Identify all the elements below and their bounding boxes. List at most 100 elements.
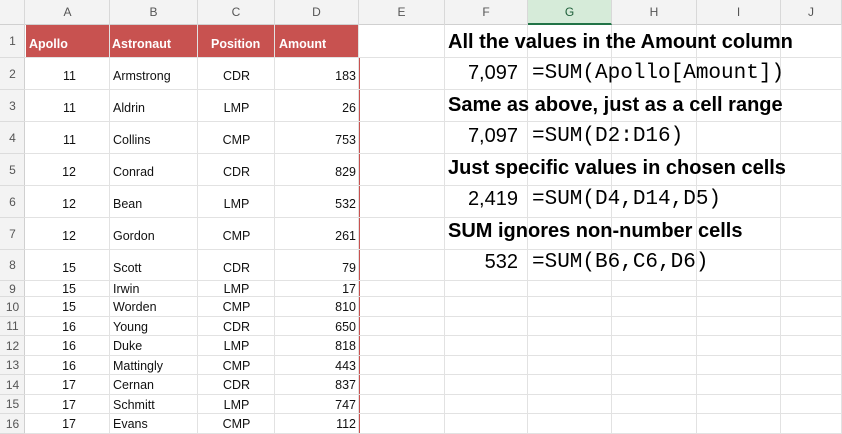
table-cell-amount[interactable]: 532 bbox=[335, 197, 356, 211]
table-cell-astronaut[interactable]: Worden bbox=[113, 300, 157, 314]
table-cell-position[interactable]: LMP bbox=[223, 339, 250, 353]
row-header-12[interactable]: 12 bbox=[0, 336, 25, 356]
table-cell-apollo[interactable]: 11 bbox=[63, 133, 76, 147]
table-cell-amount[interactable]: 829 bbox=[335, 165, 356, 179]
table-cell-apollo[interactable]: 16 bbox=[62, 319, 76, 334]
row-header-5[interactable]: 5 bbox=[0, 154, 25, 186]
table-cell-position[interactable]: LMP bbox=[223, 101, 250, 115]
table-cell-apollo[interactable]: 15 bbox=[62, 282, 76, 296]
table-cell-apollo[interactable]: 12 bbox=[62, 165, 76, 179]
table-cell-astronaut[interactable]: Aldrin bbox=[113, 101, 145, 115]
table-cell-amount[interactable]: 837 bbox=[335, 378, 356, 392]
table-cell-position[interactable]: CMP bbox=[222, 229, 251, 243]
table-cell-astronaut[interactable]: Collins bbox=[113, 133, 151, 147]
table-cell-apollo[interactable]: 16 bbox=[62, 358, 76, 373]
table-cell-position[interactable]: CDR bbox=[222, 319, 251, 334]
row-header-13[interactable]: 13 bbox=[0, 356, 25, 375]
table-header-position[interactable]: Position bbox=[211, 37, 261, 51]
table-cell-astronaut[interactable]: Scott bbox=[113, 260, 142, 275]
table-cell-position[interactable]: LMP bbox=[223, 397, 250, 412]
row-header-2[interactable]: 2 bbox=[0, 58, 25, 90]
row-header-8[interactable]: 8 bbox=[0, 250, 25, 281]
row-header-4[interactable]: 4 bbox=[0, 122, 25, 154]
grid-column-line bbox=[274, 25, 275, 434]
table-cell-amount[interactable]: 650 bbox=[335, 319, 356, 334]
table-cell-amount[interactable]: 112 bbox=[336, 417, 356, 431]
table-cell-amount[interactable]: 818 bbox=[335, 339, 356, 353]
note-result-value[interactable]: 532 bbox=[484, 251, 518, 273]
note-formula-text[interactable]: =SUM(D2:D16) bbox=[532, 125, 684, 148]
table-cell-position[interactable]: CDR bbox=[222, 165, 251, 179]
table-cell-amount[interactable]: 26 bbox=[342, 101, 356, 115]
table-cell-amount[interactable]: 183 bbox=[335, 69, 356, 83]
row-header-14[interactable]: 14 bbox=[0, 375, 25, 395]
row-header-9[interactable]: 9 bbox=[0, 281, 25, 297]
table-cell-astronaut[interactable]: Young bbox=[113, 319, 148, 334]
row-header-1[interactable]: 1 bbox=[0, 25, 25, 58]
table-cell-astronaut[interactable]: Duke bbox=[113, 339, 143, 353]
column-header-a[interactable]: A bbox=[26, 0, 110, 25]
table-cell-apollo[interactable]: 15 bbox=[62, 300, 76, 314]
table-cell-position[interactable]: CMP bbox=[222, 417, 251, 431]
table-cell-amount[interactable]: 261 bbox=[335, 229, 356, 243]
row-header-7[interactable]: 7 bbox=[0, 218, 25, 250]
table-cell-astronaut[interactable]: Mattingly bbox=[113, 358, 164, 373]
table-cell-apollo[interactable]: 16 bbox=[62, 339, 76, 353]
table-cell-amount[interactable]: 79 bbox=[342, 260, 356, 275]
row-header-3[interactable]: 3 bbox=[0, 90, 25, 122]
table-cell-astronaut[interactable]: Gordon bbox=[113, 229, 155, 243]
table-cell-position[interactable]: CMP bbox=[222, 358, 251, 373]
column-header-b[interactable]: B bbox=[110, 0, 198, 25]
column-header-d[interactable]: D bbox=[275, 0, 359, 25]
table-cell-apollo[interactable]: 17 bbox=[62, 397, 76, 412]
column-header-g[interactable]: G bbox=[528, 0, 612, 25]
table-cell-apollo[interactable]: 17 bbox=[62, 378, 76, 392]
table-header-astronaut[interactable]: Astronaut bbox=[112, 37, 172, 51]
table-cell-apollo[interactable]: 12 bbox=[62, 197, 76, 211]
table-cell-amount[interactable]: 753 bbox=[335, 133, 356, 147]
column-header-f[interactable]: F bbox=[445, 0, 528, 25]
select-all-corner[interactable] bbox=[0, 0, 25, 25]
table-cell-position[interactable]: CDR bbox=[222, 260, 251, 275]
column-header-e[interactable]: E bbox=[359, 0, 445, 25]
column-header-c[interactable]: C bbox=[198, 0, 275, 25]
note-result-value[interactable]: 7,097 bbox=[467, 125, 518, 147]
note-result-value[interactable]: 2,419 bbox=[467, 188, 518, 210]
table-cell-amount[interactable]: 17 bbox=[342, 282, 356, 296]
row-header-15[interactable]: 15 bbox=[0, 395, 25, 414]
table-cell-position[interactable]: LMP bbox=[223, 197, 250, 211]
table-cell-astronaut[interactable]: Evans bbox=[113, 417, 148, 431]
note-formula-text[interactable]: =SUM(B6,C6,D6) bbox=[532, 251, 709, 274]
column-header-h[interactable]: H bbox=[612, 0, 697, 25]
table-cell-astronaut[interactable]: Schmitt bbox=[113, 397, 155, 412]
table-cell-apollo[interactable]: 11 bbox=[63, 101, 76, 115]
row-header-10[interactable]: 10 bbox=[0, 297, 25, 317]
column-header-j[interactable]: J bbox=[781, 0, 842, 25]
table-cell-position[interactable]: CMP bbox=[222, 133, 251, 147]
column-header-i[interactable]: I bbox=[697, 0, 781, 25]
table-cell-apollo[interactable]: 17 bbox=[62, 417, 76, 431]
note-formula-text[interactable]: =SUM(D4,D14,D5) bbox=[532, 188, 722, 211]
table-cell-amount[interactable]: 747 bbox=[335, 397, 356, 412]
table-cell-astronaut[interactable]: Conrad bbox=[113, 165, 154, 179]
table-header-apollo[interactable]: Apollo bbox=[29, 37, 68, 51]
table-cell-apollo[interactable]: 12 bbox=[62, 229, 76, 243]
table-cell-amount[interactable]: 443 bbox=[335, 358, 356, 373]
table-cell-apollo[interactable]: 15 bbox=[62, 260, 76, 275]
table-cell-position[interactable]: LMP bbox=[223, 282, 250, 296]
row-header-6[interactable]: 6 bbox=[0, 186, 25, 218]
table-cell-astronaut[interactable]: Cernan bbox=[113, 378, 154, 392]
table-cell-position[interactable]: CMP bbox=[222, 300, 251, 314]
table-cell-astronaut[interactable]: Bean bbox=[113, 197, 143, 211]
table-cell-amount[interactable]: 810 bbox=[335, 300, 356, 314]
table-cell-position[interactable]: CDR bbox=[222, 378, 251, 392]
row-header-11[interactable]: 11 bbox=[0, 317, 25, 336]
table-cell-apollo[interactable]: 11 bbox=[63, 69, 76, 83]
note-result-value[interactable]: 7,097 bbox=[467, 62, 518, 84]
row-header-16[interactable]: 16 bbox=[0, 414, 25, 434]
table-cell-astronaut[interactable]: Irwin bbox=[113, 282, 140, 296]
table-cell-position[interactable]: CDR bbox=[222, 69, 251, 83]
table-cell-astronaut[interactable]: Armstrong bbox=[113, 69, 171, 83]
table-header-amount[interactable]: Amount bbox=[279, 37, 327, 51]
note-formula-text[interactable]: =SUM(Apollo[Amount]) bbox=[532, 62, 785, 85]
